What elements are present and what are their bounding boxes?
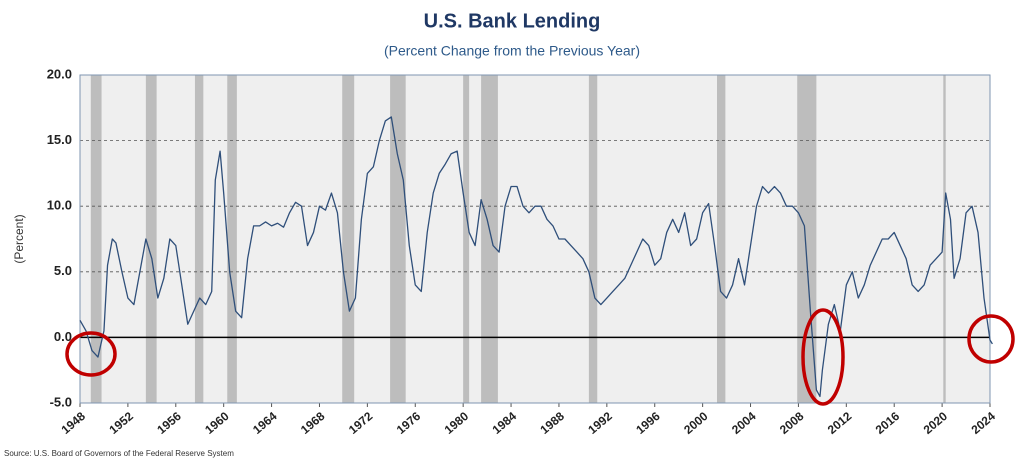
chart-title: U.S. Bank Lending	[424, 10, 601, 32]
y-tick-label: 5.0	[54, 263, 72, 278]
recession-band	[943, 75, 946, 403]
x-tick-label: 1976	[394, 409, 424, 437]
x-tick-label: 1996	[633, 409, 663, 437]
x-tick-label: 2020	[921, 409, 951, 437]
recession-band	[717, 75, 726, 403]
x-tick-label: 1992	[585, 409, 615, 437]
y-tick-label: 0.0	[54, 329, 72, 344]
recession-band	[463, 75, 470, 403]
chart-subtitle: (Percent Change from the Previous Year)	[384, 43, 640, 59]
source-note: Source: U.S. Board of Governors of the F…	[4, 449, 234, 458]
x-tick-label: 1988	[537, 409, 567, 437]
x-tick-label: 1948	[59, 409, 89, 437]
x-tick-label: 1952	[106, 409, 136, 437]
y-tick-label: 10.0	[47, 198, 72, 213]
annotation-circle	[801, 308, 845, 406]
annotations	[65, 308, 1015, 406]
x-tick-label: 2008	[777, 409, 807, 437]
x-tick-label: 2024	[969, 409, 999, 437]
annotation-circle	[65, 331, 117, 377]
recession-band	[90, 75, 102, 403]
x-tick-label: 2016	[873, 409, 903, 437]
x-tick-label: 1980	[442, 409, 472, 437]
x-tick-label: 2000	[681, 409, 711, 437]
x-tick-label: 2012	[825, 409, 855, 437]
x-tick-label: 1972	[346, 409, 376, 437]
annotation-circle	[967, 314, 1015, 364]
recession-band	[390, 75, 406, 403]
x-tick-label: 1968	[298, 409, 328, 437]
recession-band	[588, 75, 598, 403]
x-tick-label: 1956	[154, 409, 184, 437]
recession-band	[145, 75, 157, 403]
y-tick-label: 20.0	[47, 66, 72, 81]
recession-band	[194, 75, 204, 403]
plot-background	[80, 75, 990, 403]
y-tick-label: -5.0	[50, 394, 72, 409]
plot-border	[79, 74, 991, 404]
plot: -5.0 0.0 5.0 10.0 15.0 20.0 1948 1952 1956 1960 19…	[47, 66, 999, 436]
x-tick-label: 2004	[729, 409, 759, 437]
recession-band	[227, 75, 237, 403]
x-tick-label: 1964	[250, 409, 280, 437]
recession-band	[481, 75, 498, 403]
y-tick-label: 15.0	[47, 132, 72, 147]
x-tick-label: 1960	[202, 409, 232, 437]
x-tick-label: 1984	[490, 409, 520, 437]
recession-band	[342, 75, 355, 403]
data-line	[79, 116, 993, 398]
y-axis-label: (Percent)	[12, 214, 26, 263]
